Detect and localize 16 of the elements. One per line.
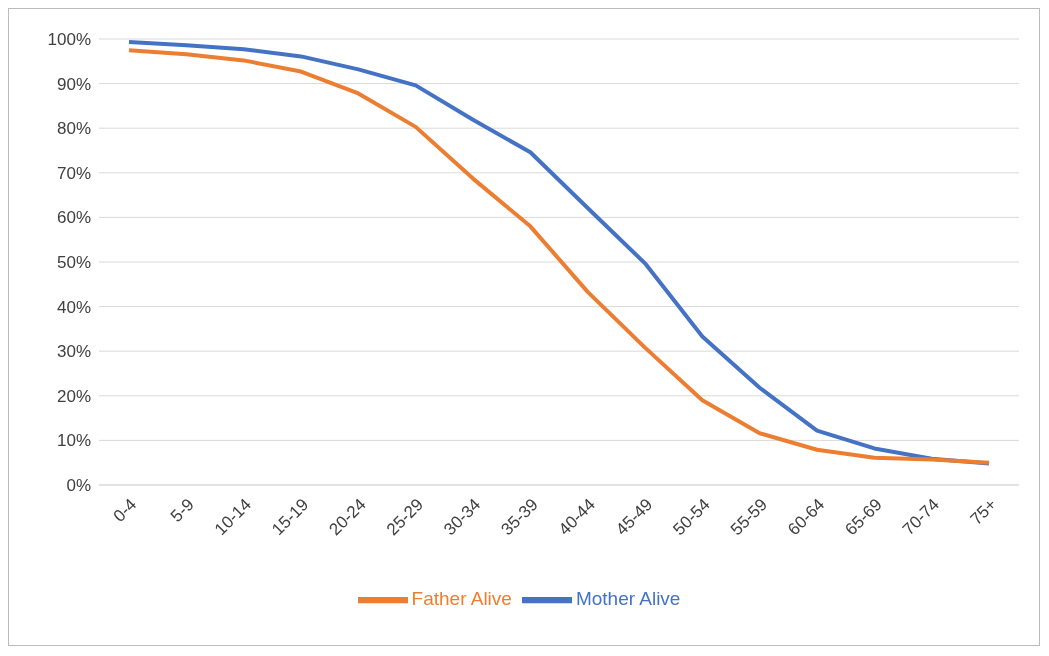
y-tick-label: 30%	[56, 342, 91, 362]
y-tick-label: 40%	[56, 297, 91, 317]
y-tick-label: 70%	[56, 163, 91, 183]
legend-label: Mother Alive	[575, 588, 681, 610]
y-tick-label: 60%	[56, 208, 91, 228]
y-tick-label: 10%	[56, 431, 91, 451]
y-tick-label: 90%	[56, 74, 91, 94]
y-tick-label: 50%	[56, 253, 91, 273]
y-tick-label: 20%	[56, 386, 91, 406]
x-tick-label: 0-4	[109, 494, 141, 526]
x-tick-label: 5-9	[166, 494, 198, 526]
y-tick-label: 80%	[56, 119, 91, 139]
y-tick-label: 0%	[66, 476, 91, 496]
y-tick-label: 100%	[47, 30, 91, 50]
legend-label: Father Alive	[411, 588, 512, 610]
x-tick-label: 75+	[966, 494, 1001, 529]
